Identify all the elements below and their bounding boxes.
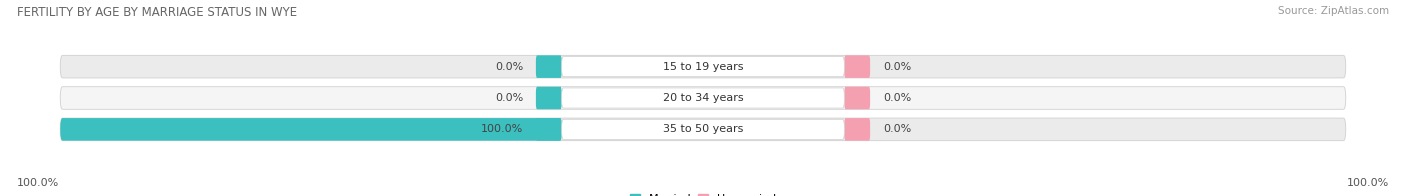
Text: 0.0%: 0.0% — [495, 62, 523, 72]
FancyBboxPatch shape — [60, 87, 1346, 109]
Text: 0.0%: 0.0% — [883, 62, 911, 72]
Text: 0.0%: 0.0% — [883, 93, 911, 103]
FancyBboxPatch shape — [60, 118, 1346, 141]
Text: FERTILITY BY AGE BY MARRIAGE STATUS IN WYE: FERTILITY BY AGE BY MARRIAGE STATUS IN W… — [17, 6, 297, 19]
FancyBboxPatch shape — [845, 118, 870, 141]
Text: 35 to 50 years: 35 to 50 years — [662, 124, 744, 134]
Text: 0.0%: 0.0% — [883, 124, 911, 134]
FancyBboxPatch shape — [536, 87, 561, 109]
FancyBboxPatch shape — [536, 55, 561, 78]
Text: 100.0%: 100.0% — [481, 124, 523, 134]
FancyBboxPatch shape — [536, 118, 561, 141]
FancyBboxPatch shape — [561, 57, 845, 77]
Text: 0.0%: 0.0% — [495, 93, 523, 103]
Text: 15 to 19 years: 15 to 19 years — [662, 62, 744, 72]
FancyBboxPatch shape — [561, 119, 845, 139]
Text: 20 to 34 years: 20 to 34 years — [662, 93, 744, 103]
FancyBboxPatch shape — [60, 118, 561, 141]
FancyBboxPatch shape — [561, 88, 845, 108]
Legend: Married, Unmarried: Married, Unmarried — [630, 194, 776, 196]
FancyBboxPatch shape — [845, 87, 870, 109]
Text: 100.0%: 100.0% — [1347, 178, 1389, 188]
Text: Source: ZipAtlas.com: Source: ZipAtlas.com — [1278, 6, 1389, 16]
FancyBboxPatch shape — [60, 55, 1346, 78]
FancyBboxPatch shape — [845, 55, 870, 78]
Text: 100.0%: 100.0% — [17, 178, 59, 188]
